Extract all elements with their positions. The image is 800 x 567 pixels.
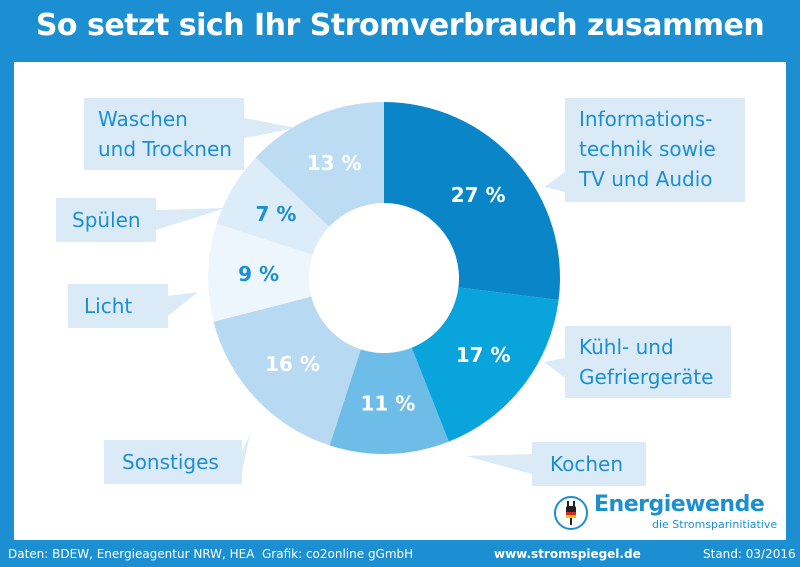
energiewende-logo: Energiewende die Stromsparinitiative	[552, 492, 777, 534]
percent-labels: 27 % 17 % 11 % 16 % 9 % 7 % 13 %	[238, 151, 510, 416]
percent-label-2: 11 %	[361, 391, 416, 415]
donut-slice-2	[329, 347, 449, 455]
label-kuehl-line-2: Gefriergeräte	[579, 365, 714, 389]
footer-graphic: Grafik: co2online gGmbH	[262, 547, 414, 561]
label-sonstiges: Sonstiges	[104, 440, 242, 484]
label-kochen-line-1: Kochen	[550, 452, 624, 476]
percent-label-1: 17 %	[456, 343, 511, 367]
label-sonstiges-line-1: Sonstiges	[122, 450, 219, 474]
percent-label-6: 13 %	[307, 151, 362, 175]
label-info-line-2: technik sowie	[579, 137, 716, 161]
chart-panel: 27 % 17 % 11 % 16 % 9 % 7 % 13 % Informations-…	[14, 62, 786, 540]
percent-label-5: 7 %	[256, 202, 297, 226]
label-pointer-4	[168, 292, 198, 316]
label-kochen: Kochen	[532, 442, 646, 486]
footer-date: Stand: 03/2016	[703, 547, 796, 561]
footer: Daten: BDEW, Energieagentur NRW, HEA Gra…	[0, 543, 800, 567]
label-waschen: Waschen und Trocknen	[84, 98, 244, 170]
donut-slice-3	[213, 296, 361, 446]
label-pointers	[156, 118, 565, 474]
label-waschen-line-1: Waschen	[98, 107, 188, 131]
plug-icon	[554, 496, 588, 530]
label-pointer-1	[544, 358, 565, 378]
label-pointer-0	[544, 172, 565, 192]
percent-label-3: 16 %	[265, 352, 320, 376]
donut-slices	[208, 102, 560, 455]
donut-slice-5	[216, 157, 330, 255]
label-kuehl-line-1: Kühl- und	[579, 335, 674, 359]
donut-slice-1	[411, 287, 559, 442]
label-waschen-line-2: und Trocknen	[98, 137, 232, 161]
label-info-line-3: TV und Audio	[579, 167, 713, 191]
label-licht: Licht	[68, 284, 168, 328]
label-pointer-2	[466, 454, 532, 474]
donut-slice-6	[255, 102, 384, 227]
label-pointer-6	[244, 118, 296, 138]
donut-slice-4	[208, 223, 313, 322]
logo-title: Energiewende	[594, 492, 765, 517]
label-kuehl: Kühl- und Gefriergeräte	[565, 326, 731, 398]
label-info-line-1: Informations-	[579, 107, 713, 131]
label-spuelen: Spülen	[56, 198, 156, 242]
label-pointer-5	[156, 208, 226, 230]
footer-source: Daten: BDEW, Energieagentur NRW, HEA	[8, 547, 255, 561]
donut-slice-0	[384, 102, 560, 301]
percent-label-0: 27 %	[451, 183, 506, 207]
label-licht-line-1: Licht	[84, 294, 133, 318]
donut-chart: 27 % 17 % 11 % 16 % 9 % 7 % 13 %	[156, 102, 565, 474]
label-pointer-3	[242, 434, 250, 472]
label-spuelen-line-1: Spülen	[72, 208, 141, 232]
chart-title: So setzt sich Ihr Stromverbrauch zusamme…	[35, 8, 765, 43]
label-info: Informations- technik sowie TV und Audio	[565, 98, 745, 202]
footer-url[interactable]: www.stromspiegel.de	[494, 547, 641, 561]
logo-subtitle: die Stromsparinitiative	[652, 518, 778, 531]
percent-label-4: 9 %	[238, 262, 279, 286]
